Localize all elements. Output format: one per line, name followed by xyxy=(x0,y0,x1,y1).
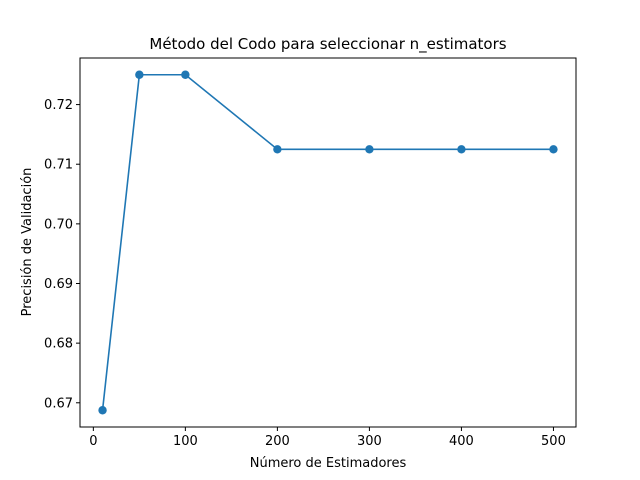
y-tick-label: 0.68 xyxy=(44,337,73,352)
data-point xyxy=(273,145,282,154)
y-tick-label: 0.67 xyxy=(44,396,73,411)
plot-area xyxy=(79,57,577,428)
x-tick-label: 500 xyxy=(541,434,566,449)
chart-title: Método del Codo para seleccionar n_estim… xyxy=(149,35,506,54)
x-tick-label: 100 xyxy=(173,434,198,449)
data-point xyxy=(549,145,558,154)
y-tick-label: 0.71 xyxy=(44,158,73,173)
data-point xyxy=(181,70,190,79)
y-axis: 0.67 0.68 0.69 0.70 0.71 0.72 xyxy=(44,98,80,411)
y-tick-label: 0.72 xyxy=(44,98,73,113)
data-point xyxy=(457,145,466,154)
data-point xyxy=(365,145,374,154)
series-points xyxy=(98,70,558,415)
x-tick-label: 0 xyxy=(89,434,97,449)
x-tick-label: 400 xyxy=(449,434,474,449)
y-axis-label: Precisión de Validación xyxy=(20,168,35,317)
y-tick-label: 0.70 xyxy=(44,217,73,232)
x-tick-label: 200 xyxy=(265,434,290,449)
x-axis-label: Número de Estimadores xyxy=(250,456,407,471)
y-tick-label: 0.69 xyxy=(44,277,73,292)
x-axis: 0 100 200 300 400 500 xyxy=(89,427,566,449)
data-point xyxy=(135,70,144,79)
data-point xyxy=(98,406,107,415)
x-tick-label: 300 xyxy=(357,434,382,449)
